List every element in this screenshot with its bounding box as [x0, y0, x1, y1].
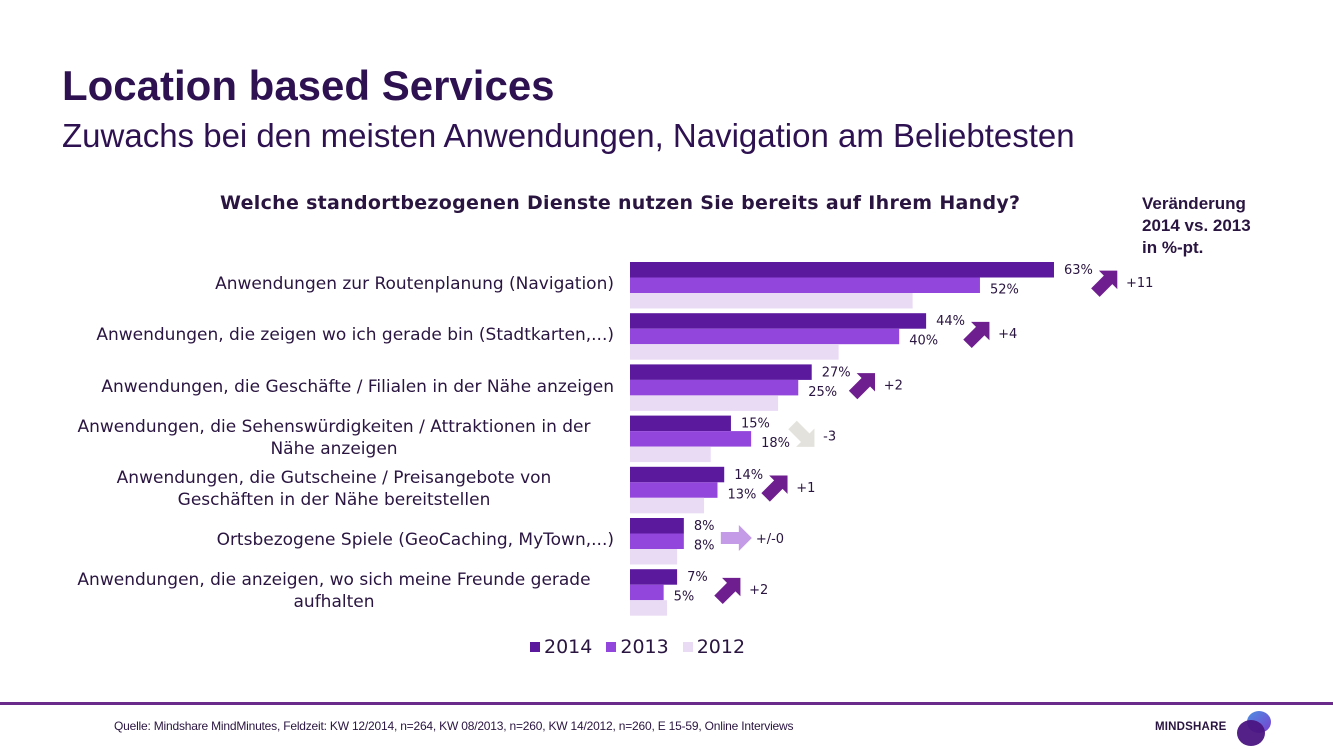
- category-label: Anwendungen, die Geschäfte / Filialen in…: [54, 376, 614, 398]
- data-label-2014: 8%: [694, 519, 715, 534]
- legend-label: 2013: [620, 636, 669, 658]
- bar-2012: [630, 395, 779, 411]
- change-header-line: in %-pt.: [1142, 238, 1204, 257]
- bar-2013: [630, 431, 752, 447]
- legend-swatch-2012: [682, 642, 693, 652]
- data-label-2014: 14%: [734, 468, 763, 483]
- change-arrow-flat-icon: [720, 525, 752, 551]
- bar-2012: [630, 600, 668, 616]
- bar-2014: [630, 466, 725, 483]
- data-label-2014: 27%: [822, 365, 851, 380]
- category-label: Ortsbezogene Spiele (GeoCaching, MyTown,…: [54, 529, 614, 551]
- bar-2014: [630, 262, 1054, 278]
- bar-2014: [630, 518, 684, 534]
- bar-2014: [630, 415, 731, 432]
- arrow-shape: [848, 373, 876, 400]
- data-label-2014: 63%: [1064, 263, 1093, 278]
- legend-item-2013: 2013: [606, 636, 669, 658]
- source-note: Quelle: Mindshare MindMinutes, Feldzeit:…: [114, 719, 794, 733]
- legend-item-2014: 2014: [530, 636, 592, 658]
- footer-divider: [0, 702, 1333, 705]
- data-label-2013: 8%: [694, 539, 715, 554]
- arrow-shape: [761, 475, 788, 502]
- chart-title: Welche standortbezogenen Dienste nutzen …: [220, 192, 1021, 214]
- logo-text: MINDSHARE: [1155, 721, 1227, 733]
- category-label-line: aufhalten: [293, 592, 375, 613]
- bar-2012: [630, 293, 913, 309]
- bar-chart: 63% 52% +11 44% 40% +4 27% 25% +2 15% 18% -3 14% 13% +…: [630, 262, 1153, 616]
- change-arrow-up-icon: [761, 475, 788, 502]
- arrow-shape: [1091, 270, 1118, 297]
- arrow-shape: [963, 321, 990, 349]
- change-arrow-up-icon: [848, 373, 876, 400]
- data-label-2013: 25%: [808, 385, 837, 400]
- change-header: Veränderung 2014 vs. 2013 in %-pt.: [1142, 193, 1251, 259]
- chart-legend: 2014 2013 2012: [530, 636, 745, 658]
- logo-mark-icon: [1237, 711, 1271, 746]
- legend-label: 2014: [544, 636, 593, 658]
- bar-2013: [630, 482, 718, 498]
- category-label-line: Anwendungen, die anzeigen, wo sich meine…: [77, 570, 591, 591]
- data-label-2013: 18%: [761, 436, 790, 451]
- bar-2013: [630, 584, 664, 601]
- mindshare-logo: MINDSHARE: [1155, 709, 1275, 749]
- category-label-line: Anwendungen, die Gutscheine / Preisangeb…: [116, 468, 552, 489]
- change-header-line: 2014 vs. 2013: [1142, 216, 1251, 235]
- category-label: Anwendungen, die anzeigen, wo sich meine…: [54, 569, 614, 613]
- change-header-line: Veränderung: [1142, 194, 1246, 213]
- category-label-line: Anwendungen, die Geschäfte / Filialen in…: [101, 376, 614, 397]
- data-label-2014: 15%: [741, 417, 770, 432]
- legend-swatch-2013: [606, 642, 617, 652]
- bar-2013: [630, 328, 900, 345]
- bar-2013: [630, 277, 980, 293]
- page-subtitle: Zuwachs bei den meisten Anwendungen, Nav…: [62, 117, 1075, 154]
- category-label: Anwendungen, die Sehenswürdigkeiten / At…: [54, 416, 614, 460]
- change-value: +/-0: [756, 532, 784, 547]
- bar-2012: [630, 344, 839, 360]
- bar-2012: [630, 446, 711, 463]
- change-value: +2: [749, 583, 768, 598]
- bar-2013: [630, 379, 799, 396]
- change-value: +1: [796, 481, 815, 496]
- bar-2012: [630, 549, 678, 565]
- category-label: Anwendungen, die zeigen wo ich gerade bi…: [54, 324, 614, 346]
- data-label-2014: 44%: [936, 314, 965, 329]
- category-label-line: Anwendungen zur Routenplanung (Navigatio…: [215, 274, 614, 295]
- category-label-line: Geschäften in der Nähe bereitstellen: [177, 490, 491, 511]
- category-label-line: Nähe anzeigen: [270, 438, 398, 459]
- change-arrow-up-icon: [714, 577, 741, 605]
- data-label-2013: 40%: [909, 334, 938, 349]
- change-value: -3: [823, 430, 836, 445]
- bar-2012: [630, 497, 705, 514]
- bar-2014: [630, 313, 927, 329]
- bar-2013: [630, 533, 684, 549]
- change-value: +2: [884, 378, 903, 393]
- change-arrow-down-icon: [788, 420, 815, 447]
- page-title: Location based Services: [62, 62, 555, 109]
- arrow-shape: [714, 577, 741, 605]
- arrow-shape: [720, 525, 752, 551]
- change-value: +11: [1126, 276, 1153, 291]
- legend-label: 2012: [696, 636, 746, 658]
- bar-2014: [630, 364, 812, 380]
- category-label: Anwendungen, die Gutscheine / Preisangeb…: [54, 467, 614, 511]
- change-arrow-up-icon: [963, 321, 990, 349]
- data-label-2014: 7%: [687, 570, 708, 585]
- bar-2014: [630, 569, 678, 585]
- arrow-shape: [788, 420, 815, 447]
- data-label-2013: 5%: [674, 590, 695, 605]
- change-value: +4: [998, 327, 1017, 342]
- change-arrow-up-icon: [1091, 270, 1118, 297]
- category-label: Anwendungen zur Routenplanung (Navigatio…: [54, 273, 614, 295]
- data-label-2013: 13%: [727, 487, 756, 502]
- category-label-line: Ortsbezogene Spiele (GeoCaching, MyTown,…: [216, 530, 614, 551]
- category-label-line: Anwendungen, die Sehenswürdigkeiten / At…: [77, 416, 591, 437]
- data-label-2013: 52%: [990, 283, 1019, 298]
- legend-swatch-2014: [530, 642, 540, 652]
- category-label-line: Anwendungen, die zeigen wo ich gerade bi…: [96, 325, 614, 346]
- legend-item-2012: 2012: [682, 636, 746, 658]
